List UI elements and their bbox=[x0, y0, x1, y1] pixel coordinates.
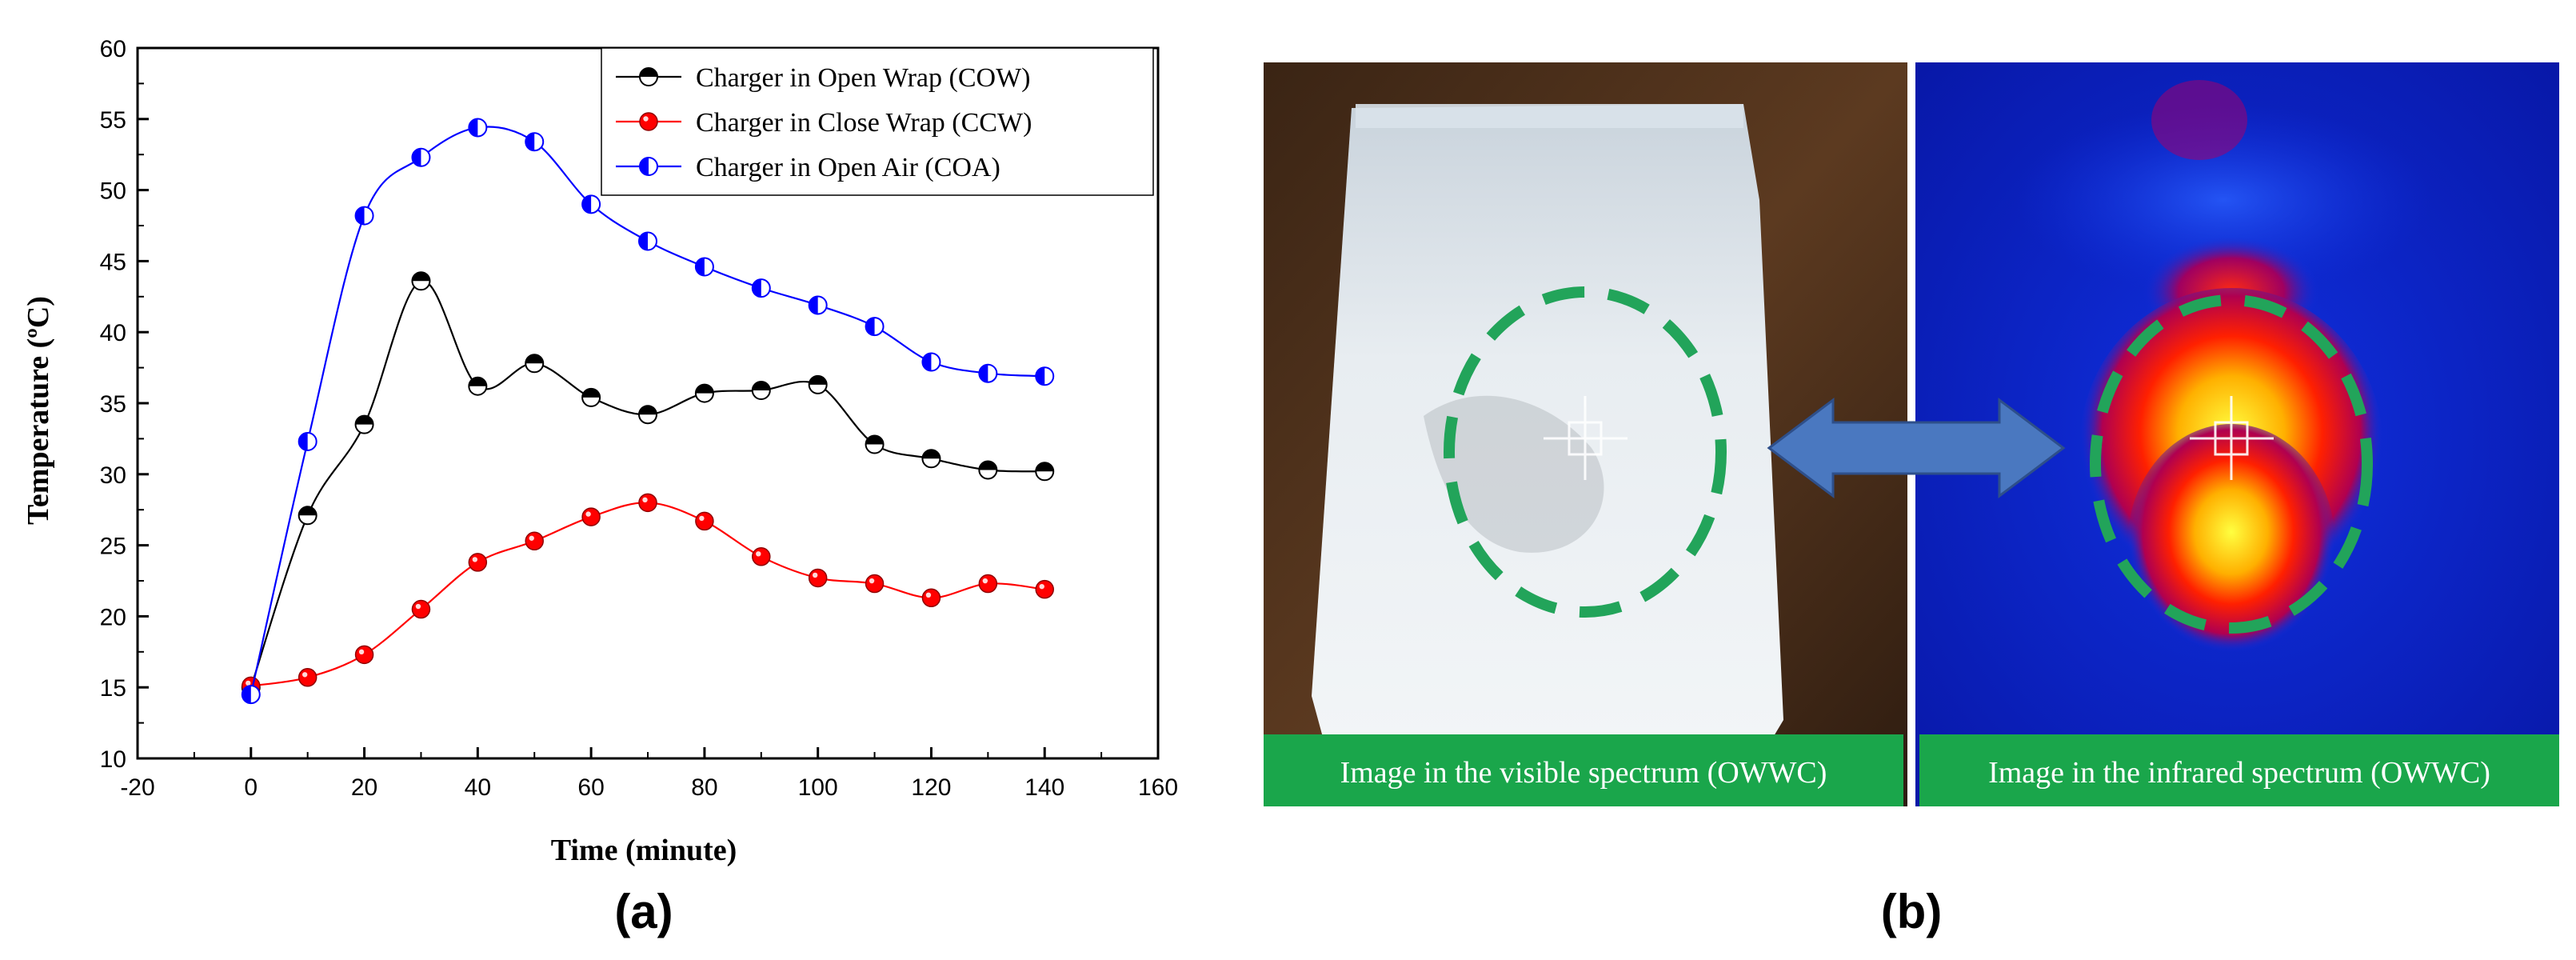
infrared-spectrum-image bbox=[1915, 62, 2559, 806]
data-point bbox=[468, 118, 488, 138]
y-tick-label: 50 bbox=[100, 178, 126, 205]
y-tick-label: 10 bbox=[100, 746, 126, 773]
y-axis-label: Temperature (ºC) bbox=[22, 296, 55, 525]
data-point bbox=[921, 449, 941, 469]
data-point bbox=[638, 493, 657, 513]
data-point bbox=[865, 434, 885, 454]
chart-series bbox=[241, 118, 1055, 705]
data-point bbox=[354, 645, 374, 665]
x-tick-label: 40 bbox=[465, 774, 491, 801]
x-tick-label: 0 bbox=[244, 774, 258, 801]
infrared-caption: Image in the infrared spectrum (OWWC) bbox=[1988, 756, 2490, 790]
chart-legend: Charger in Open Wrap (COW) Charger in Clo… bbox=[601, 47, 1154, 196]
x-tick-label: 160 bbox=[1138, 774, 1178, 801]
data-point bbox=[411, 147, 431, 167]
data-point bbox=[694, 383, 714, 403]
x-tick-label: 120 bbox=[911, 774, 951, 801]
data-point bbox=[638, 231, 657, 251]
data-point bbox=[638, 405, 657, 425]
series-3 bbox=[241, 118, 1055, 705]
visible-caption-box bbox=[1264, 734, 1903, 806]
legend-entry: Charger in Open Wrap (COW) bbox=[696, 63, 1030, 93]
visible-caption: Image in the visible spectrum (OWWC) bbox=[1340, 756, 1827, 790]
data-point bbox=[751, 381, 771, 401]
x-tick-label: 60 bbox=[577, 774, 604, 801]
temperature-chart: -20 0 20 40 60 80 100 120 140 160 10 15 20 25 30 35 40 45… bbox=[22, 36, 1178, 867]
crosshair-icon bbox=[1544, 396, 1627, 480]
crosshair-icon bbox=[2190, 396, 2274, 480]
data-point bbox=[241, 685, 261, 705]
data-point bbox=[865, 317, 885, 337]
y-tick-label: 45 bbox=[100, 249, 126, 275]
x-tick-label: 20 bbox=[351, 774, 377, 801]
y-tick-label: 15 bbox=[100, 675, 126, 702]
data-point bbox=[1035, 579, 1054, 599]
data-point bbox=[695, 511, 714, 531]
x-axis-label: Time (minute) bbox=[551, 834, 737, 867]
data-point bbox=[525, 531, 544, 551]
chart-axes: -20 0 20 40 60 80 100 120 140 160 10 15 20 25 30 35 40 45… bbox=[100, 36, 1178, 801]
data-point bbox=[581, 194, 601, 214]
panel-a-label: (a) bbox=[614, 885, 673, 938]
y-tick-label: 55 bbox=[100, 107, 126, 134]
double-arrow-icon bbox=[1767, 398, 2066, 498]
data-point bbox=[808, 374, 828, 394]
data-point bbox=[525, 132, 545, 152]
data-point bbox=[808, 295, 828, 315]
x-tick-label: 140 bbox=[1024, 774, 1064, 801]
data-point bbox=[354, 414, 374, 434]
legend-marker bbox=[639, 112, 658, 131]
x-tick-label: 80 bbox=[691, 774, 717, 801]
infrared-caption-box bbox=[1919, 734, 2559, 806]
legend-entry: Charger in Open Air (COA) bbox=[696, 153, 1000, 182]
y-tick-label: 35 bbox=[100, 391, 126, 418]
data-point bbox=[298, 668, 318, 687]
data-point bbox=[865, 574, 885, 594]
highlight-circle bbox=[2090, 294, 2373, 634]
series-1 bbox=[241, 271, 1055, 698]
y-tick-label: 30 bbox=[100, 462, 126, 489]
legend-entry: Charger in Close Wrap (CCW) bbox=[696, 108, 1032, 138]
data-point bbox=[921, 352, 941, 372]
legend-box bbox=[601, 47, 1154, 196]
data-point bbox=[411, 599, 431, 619]
data-point bbox=[581, 507, 601, 526]
legend-marker bbox=[639, 67, 658, 86]
panel-b-label: (b) bbox=[1880, 885, 1943, 938]
data-point bbox=[751, 278, 771, 298]
y-tick-label: 20 bbox=[100, 604, 126, 630]
y-tick-label: 25 bbox=[100, 534, 126, 560]
legend-marker bbox=[639, 157, 658, 176]
data-point bbox=[354, 206, 374, 226]
y-tick-label: 40 bbox=[100, 320, 126, 346]
x-tick-label: 100 bbox=[798, 774, 838, 801]
data-point bbox=[978, 574, 998, 594]
highlight-circle bbox=[1444, 286, 1727, 618]
data-point bbox=[525, 354, 545, 374]
data-point bbox=[298, 431, 318, 451]
data-point bbox=[298, 506, 318, 526]
data-point bbox=[411, 271, 431, 291]
data-point bbox=[1035, 366, 1055, 386]
data-point bbox=[468, 553, 488, 572]
data-point bbox=[808, 568, 828, 588]
data-point bbox=[581, 387, 601, 407]
data-point bbox=[921, 588, 941, 608]
data-point bbox=[1035, 462, 1055, 482]
data-point bbox=[978, 363, 998, 383]
data-point bbox=[978, 460, 998, 480]
data-point bbox=[694, 257, 714, 277]
y-tick-label: 60 bbox=[100, 36, 126, 62]
data-point bbox=[468, 376, 488, 396]
data-point bbox=[752, 547, 771, 566]
x-tick-label: -20 bbox=[120, 774, 154, 801]
